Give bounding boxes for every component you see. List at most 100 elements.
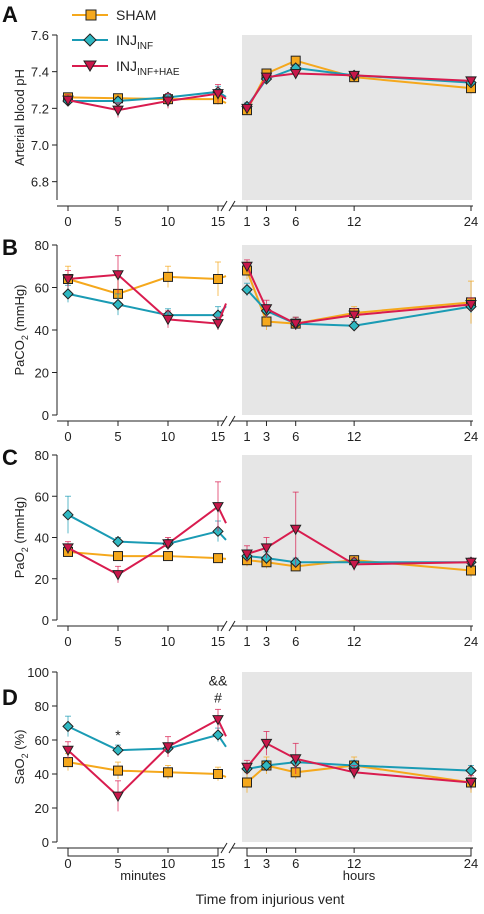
- series-line-minutes: [67, 505, 227, 576]
- legend: SHAM INJINF INJINF+HAE: [72, 7, 180, 78]
- hours-shade: [242, 245, 472, 415]
- x-tick-label: 0: [64, 856, 71, 871]
- x-tick-label: 10: [161, 634, 175, 649]
- diamond-marker-icon: [83, 33, 97, 47]
- data-point: [241, 283, 253, 296]
- data-point: [260, 759, 273, 772]
- y-tick-label: 60: [35, 733, 49, 748]
- data-point: [212, 502, 224, 513]
- y-axis-label: SaO2 (%): [12, 730, 30, 785]
- panel-d: D 0 20 40 60 80 100 SaO2 (%) 0 5 10 15 1 3 6 12 24 * #&&: [2, 665, 478, 871]
- x-tick-label: 5: [114, 856, 121, 871]
- y-axis-label-unit: (%): [12, 730, 27, 754]
- y-axis-label: PaO2 (mmHg): [12, 497, 30, 579]
- axis-break-mark: [220, 620, 228, 632]
- y-axis-label-sub: 2: [20, 335, 30, 340]
- y-tick-label: 20: [35, 572, 49, 587]
- series-line-minutes: [67, 725, 227, 752]
- data-point: [348, 310, 360, 322]
- x-tick-label: 10: [161, 214, 175, 229]
- x-tick-label: 5: [114, 429, 121, 444]
- y-axis-label: Arterial blood pH: [12, 69, 27, 166]
- x-tick-label: 10: [161, 429, 175, 444]
- x-tick-label: 3: [263, 429, 270, 444]
- x-axis-title: Time from injurious vent: [196, 891, 345, 907]
- axis-break-mark: [220, 200, 228, 212]
- series-hae: [62, 255, 477, 330]
- axis-break-mark: [220, 415, 228, 427]
- data-point: [213, 274, 223, 284]
- data-point: [62, 509, 74, 521]
- legend-label-inj-inf-hae: INJ: [116, 58, 137, 74]
- x-tick-label: 6: [292, 856, 299, 871]
- triangle-marker-icon: [83, 60, 97, 72]
- data-point: [112, 791, 124, 803]
- data-point: [212, 89, 224, 100]
- data-point: [465, 557, 477, 569]
- x-tick-label: 0: [64, 634, 71, 649]
- data-point: [465, 300, 477, 311]
- legend-sub-inj-inf-hae: INF+HAE: [137, 67, 180, 78]
- axis-break-mark: [228, 415, 236, 427]
- x-tick-label: 15: [211, 214, 225, 229]
- y-axis-label-sub: 2: [20, 547, 30, 552]
- x-tick-label: 0: [64, 429, 71, 444]
- x-tick-label: 6: [292, 634, 299, 649]
- data-point: [241, 261, 253, 273]
- y-tick-label: 0: [42, 613, 49, 628]
- data-point: [112, 298, 124, 311]
- svg-text:INJINF+HAE: INJINF+HAE: [116, 58, 180, 78]
- data-point: [289, 524, 302, 536]
- data-point: [289, 754, 302, 765]
- panel-c: C 0 20 40 60 80 PaO2 (mmHg) 0 5 10 15 1 3 6 12 24: [2, 445, 478, 649]
- panel-letter: C: [2, 445, 18, 470]
- data-point: [113, 765, 123, 776]
- y-tick-label: 60: [35, 281, 49, 296]
- x-tick-label: 3: [263, 214, 270, 229]
- series-hae: [62, 69, 477, 118]
- y-axis-label-unit: (mmHg): [12, 497, 27, 548]
- y-tick-label: 7.4: [31, 65, 49, 80]
- data-point: [112, 105, 124, 117]
- series-line-minutes: [67, 718, 227, 798]
- data-point: [348, 767, 360, 779]
- axis-break-mark: [228, 200, 236, 212]
- x-tick-label: 12: [347, 429, 361, 444]
- significance-mark: &&: [209, 673, 228, 689]
- data-point: [289, 319, 302, 330]
- legend-label-sham: SHAM: [116, 7, 156, 23]
- significance-mark: #: [214, 690, 222, 706]
- panel-a: A 6.8 7.0 7.2 7.4 7.6 Arterial blood pH 0 5 10 15 1…: [2, 2, 478, 229]
- data-point: [465, 778, 477, 789]
- data-point: [62, 95, 74, 107]
- series-line-minutes: [67, 761, 227, 778]
- data-point: [213, 769, 223, 779]
- legend-label-inj-inf: INJ: [116, 32, 137, 48]
- hours-bracket: hours: [246, 848, 472, 883]
- series-line-minutes: [67, 292, 227, 317]
- x-tick-label: 3: [263, 856, 270, 871]
- y-tick-label: 20: [35, 801, 49, 816]
- data-point: [112, 535, 124, 548]
- data-point: [162, 539, 174, 550]
- panel-letter: B: [2, 235, 18, 260]
- panel-b: B 0 20 40 60 80 PaCO2 (mmHg) 0 5 10 15 1 3 6 12 24: [2, 235, 478, 444]
- y-tick-label: 40: [35, 767, 49, 782]
- data-point: [289, 69, 302, 80]
- x-tick-label: 6: [292, 214, 299, 229]
- data-point: [260, 738, 273, 750]
- x-tick-label: 15: [211, 634, 225, 649]
- hours-shade: [242, 35, 472, 200]
- x-tick-label: 24: [464, 634, 478, 649]
- x-tick-label: 1: [243, 214, 250, 229]
- axis-break-mark: [228, 842, 236, 854]
- x-tick-label: 1: [243, 634, 250, 649]
- y-axis-label-main: Arterial blood pH: [12, 69, 27, 166]
- y-axis-label-main: PaO: [12, 552, 27, 578]
- data-point: [162, 742, 174, 753]
- data-point: [162, 96, 174, 108]
- y-tick-label: 7.2: [31, 101, 49, 116]
- data-point: [348, 559, 360, 571]
- x-tick-label: 12: [347, 214, 361, 229]
- data-point: [163, 551, 173, 562]
